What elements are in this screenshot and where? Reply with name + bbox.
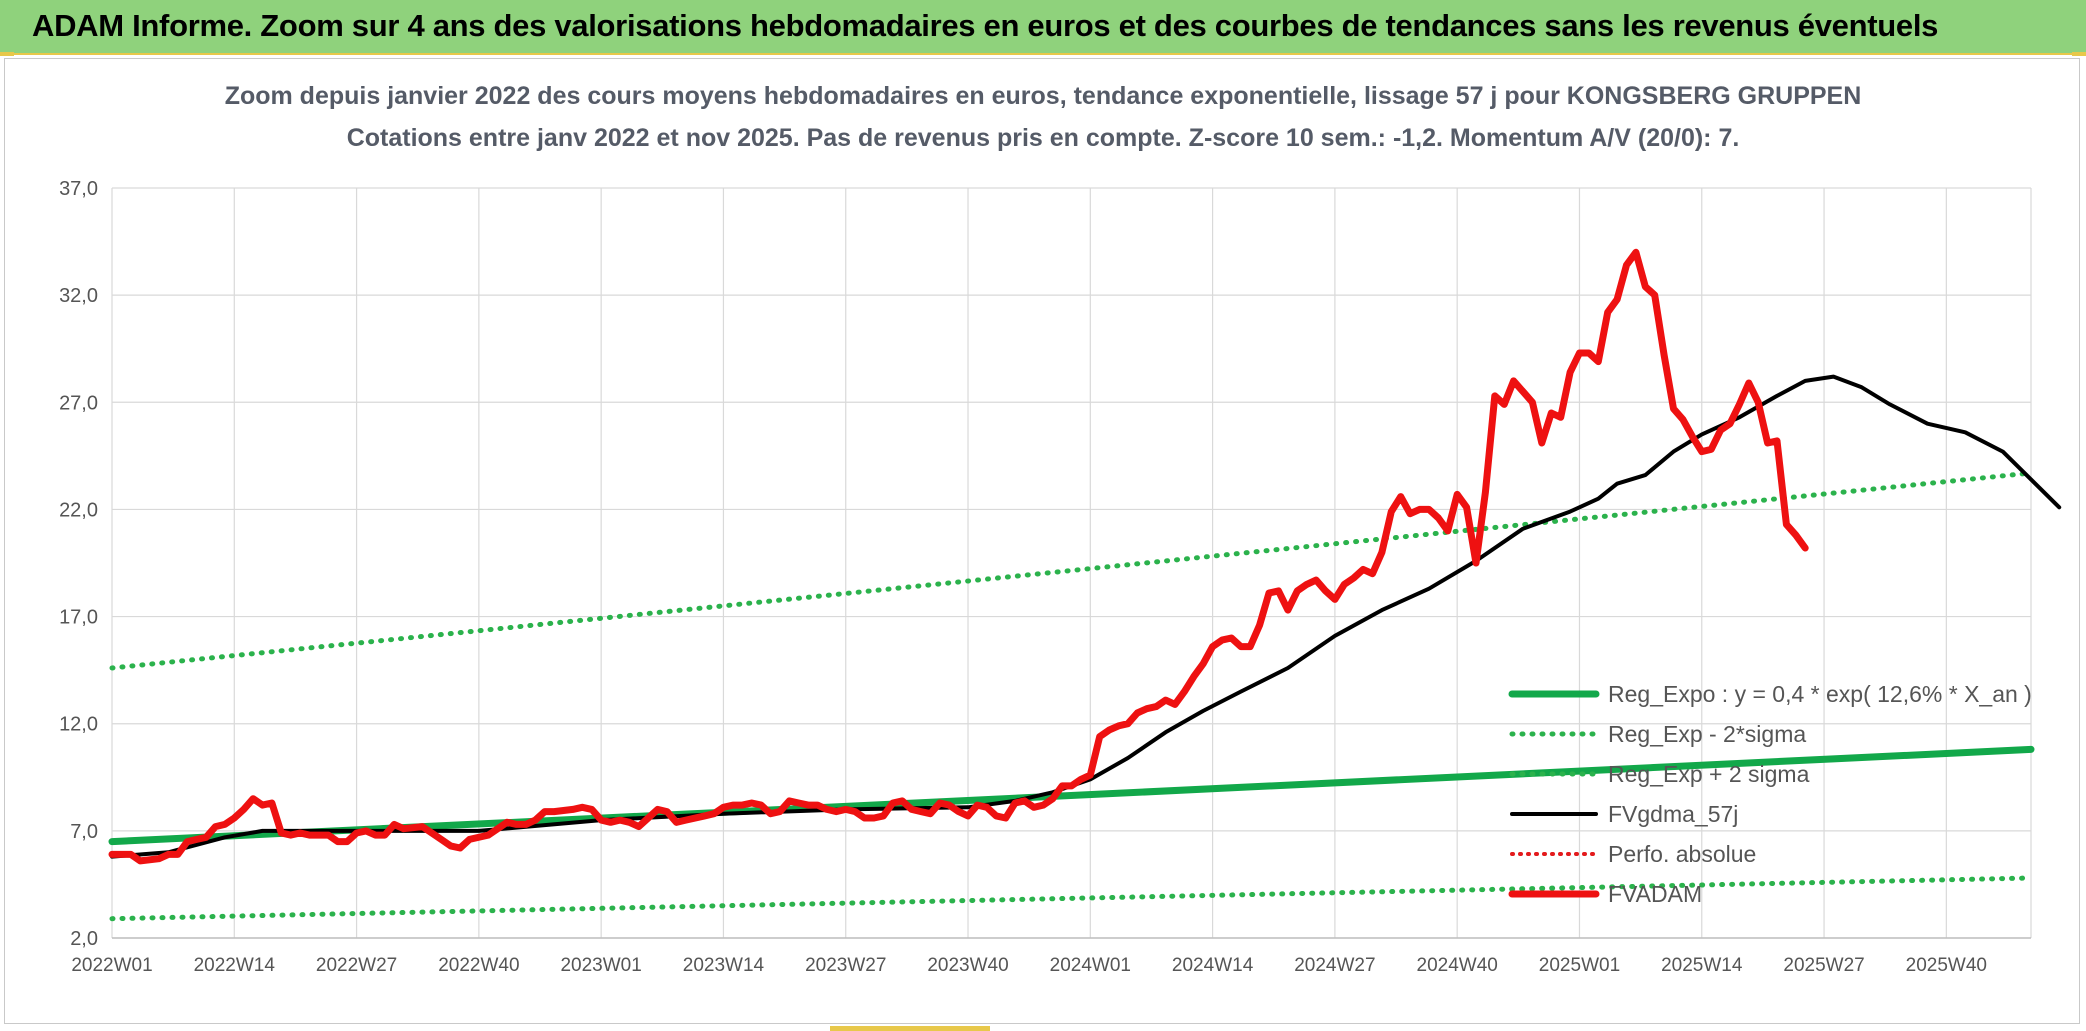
- x-tick-label: 2024W40: [1417, 955, 1498, 976]
- x-tick-label: 2022W40: [438, 955, 519, 976]
- x-tick-label: 2022W14: [194, 955, 276, 976]
- legend-label: Reg_Exp + 2 sigma: [1608, 761, 1810, 787]
- fvadam-line: [108, 248, 1809, 865]
- x-tick-label: 2024W01: [1050, 955, 1131, 976]
- grid: [111, 187, 2032, 939]
- y-tick-label: 12,0: [59, 714, 98, 736]
- fvgdma-line: [110, 374, 2062, 859]
- banner-title: ADAM Informe. Zoom sur 4 ans des valoris…: [32, 8, 1939, 43]
- x-tick-label: 2022W27: [316, 955, 397, 976]
- y-tick-label: 2,0: [70, 928, 98, 950]
- x-tick-label: 2023W27: [805, 955, 886, 976]
- legend-label: Reg_Expo : y = 0,4 * exp( 12,6% * X_an ): [1608, 681, 2032, 707]
- reg-expo-line: [108, 745, 2035, 846]
- x-tick-label: 2025W01: [1539, 955, 1620, 976]
- x-tick-label: 2025W27: [1783, 955, 1864, 976]
- chart-subtitle: Cotations entre janv 2022 et nov 2025. P…: [346, 124, 1740, 152]
- banner-accent-right: [2072, 52, 2086, 56]
- x-tick-label: 2025W14: [1661, 955, 1743, 976]
- legend-label: Reg_Exp - 2*sigma: [1608, 721, 1806, 747]
- banner: ADAM Informe. Zoom sur 4 ans des valoris…: [0, 0, 2086, 55]
- legend-label: FVADAM: [1608, 881, 1702, 907]
- legend: Reg_Expo : y = 0,4 * exp( 12,6% * X_an )…: [1508, 681, 2032, 907]
- y-tick-label: 32,0: [59, 285, 98, 307]
- chart-title: Zoom depuis janvier 2022 des cours moyen…: [224, 82, 1862, 110]
- x-tick-label: 2023W40: [927, 955, 1008, 976]
- legend-label: Perfo. absolue: [1608, 841, 1756, 867]
- y-tick-label: 17,0: [59, 607, 98, 629]
- x-tick-label: 2024W27: [1294, 955, 1375, 976]
- x-tick-label: 2023W14: [683, 955, 765, 976]
- y-tick-label: 37,0: [59, 178, 98, 200]
- y-tick-label: 22,0: [59, 499, 98, 521]
- reg-exp-minus-sigma-line: [109, 470, 2034, 671]
- y-tick-label: 27,0: [59, 392, 98, 414]
- x-tick-label: 2023W01: [560, 955, 641, 976]
- x-tick-label: 2024W14: [1172, 955, 1254, 976]
- legend-label: FVgdma_57j: [1608, 801, 1738, 827]
- chart-frame: [4, 58, 2080, 1024]
- x-tick-label: 2025W40: [1906, 955, 1987, 976]
- bottom-accent: [830, 1026, 990, 1031]
- y-tick-label: 7,0: [70, 821, 98, 843]
- reg-exp-plus-sigma-line: [109, 875, 2034, 922]
- x-tick-label: 2022W01: [71, 955, 152, 976]
- banner-accent-left: [0, 52, 14, 56]
